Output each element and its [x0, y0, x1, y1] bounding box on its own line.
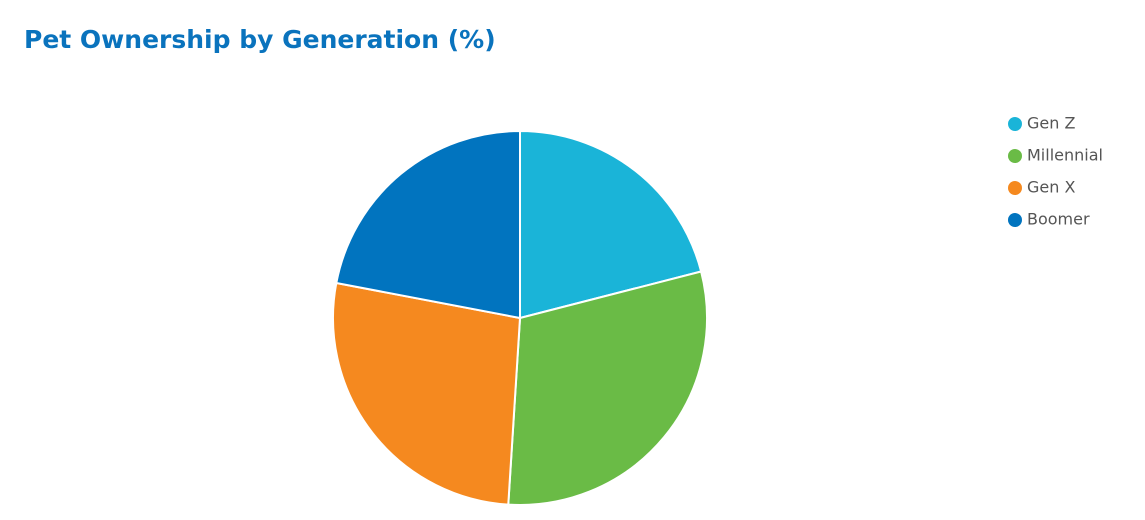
legend-label[interactable]: Gen X — [1027, 178, 1075, 197]
legend-marker[interactable] — [1008, 117, 1022, 131]
pie-slice — [519, 129, 703, 320]
legend-marker[interactable] — [1008, 213, 1022, 227]
legend-label[interactable]: Gen Z — [1027, 114, 1075, 133]
pie-slice — [507, 270, 708, 506]
legend-label[interactable]: Millennial — [1027, 146, 1103, 165]
pie-slice — [335, 129, 521, 320]
pie-slice — [332, 281, 522, 506]
chart-title: Pet Ownership by Generation (%) — [24, 25, 496, 54]
legend-marker[interactable] — [1008, 181, 1022, 195]
legend-label[interactable]: Boomer — [1027, 210, 1090, 229]
legend-marker[interactable] — [1008, 149, 1022, 163]
